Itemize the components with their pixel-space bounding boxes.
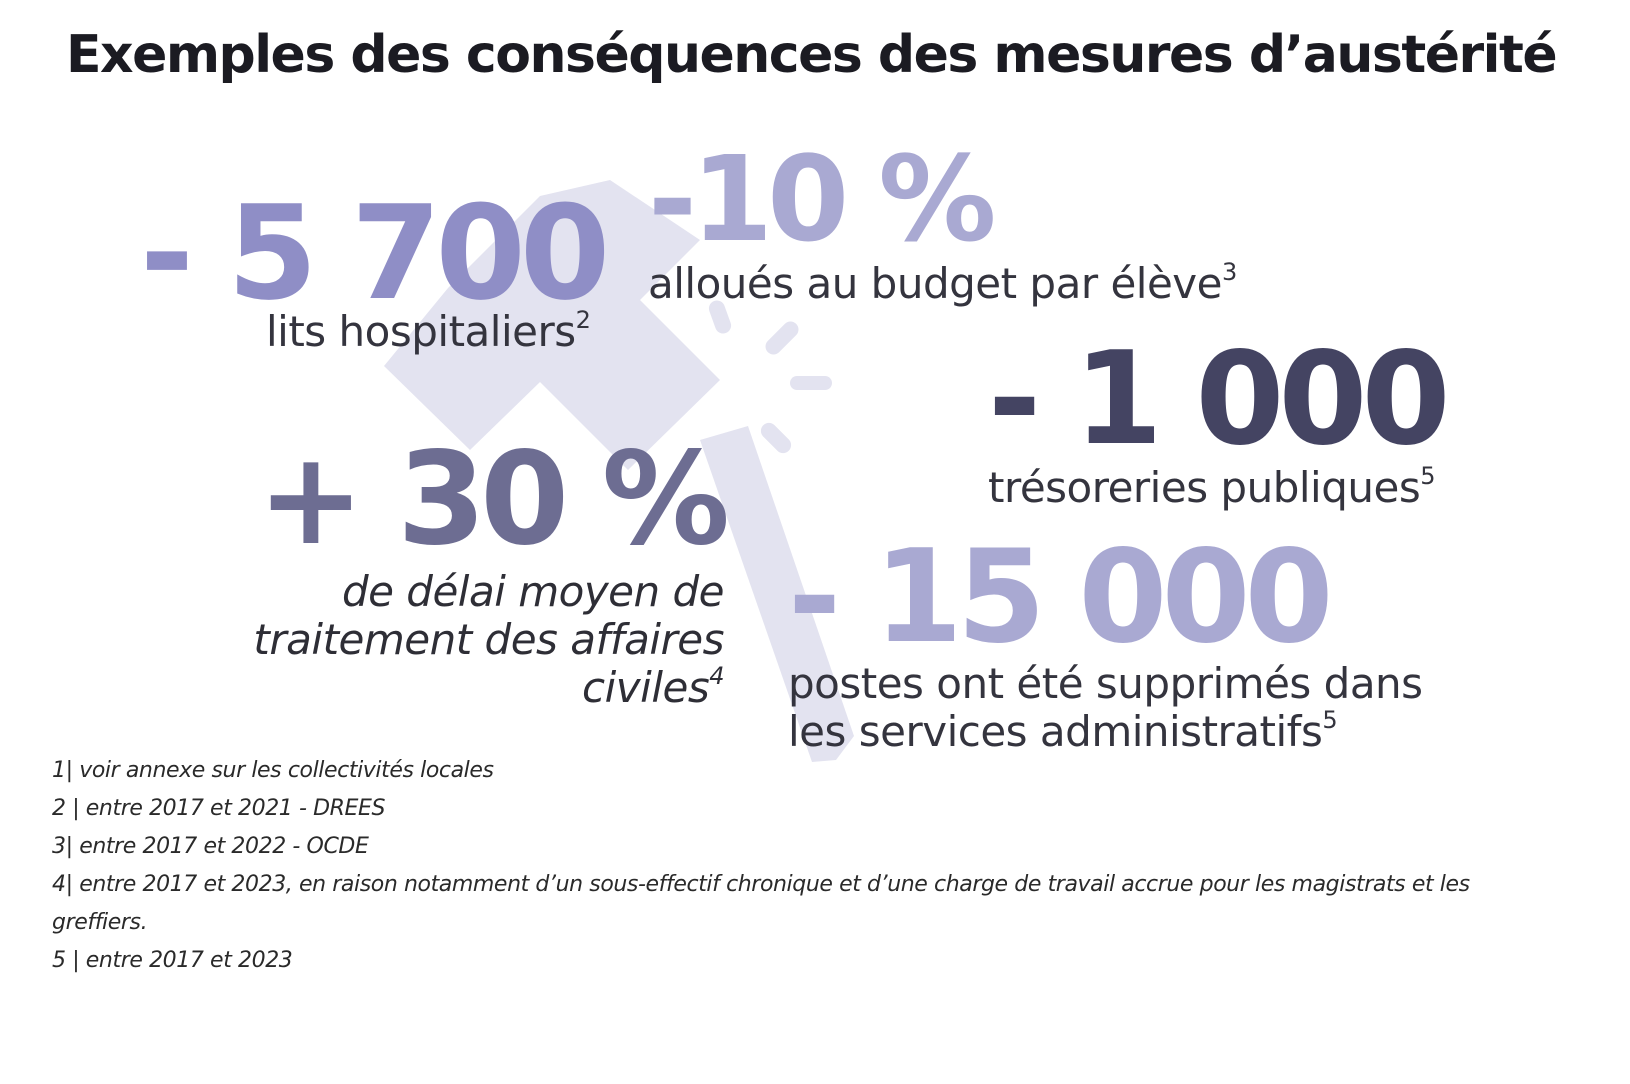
stat-label: trésoreries publiques5 (988, 462, 1435, 512)
footnote-ref: 3 (1222, 258, 1237, 286)
footnote-4: 4| entre 2017 et 2023, en raison notamme… (52, 872, 1470, 935)
stat-label: lits hospitaliers2 (266, 306, 591, 356)
stat-admin-posts: - 15 000 postes ont été supprimés dans l… (788, 534, 1423, 756)
stat-public-treasuries: - 1 000 trésoreries publiques5 (988, 325, 1450, 512)
stat-value: - 5 700 (140, 177, 610, 329)
footnote-ref: 5 (1322, 706, 1338, 734)
footnote-ref: 4 (709, 662, 724, 690)
stat-label: postes ont été supprimés dans les servic… (788, 659, 1423, 756)
footnote-5: 5 | entre 2017 et 2023 (52, 948, 293, 973)
footnote-3: 3| entre 2017 et 2022 - OCDE (52, 834, 369, 859)
stat-value: + 30 % (257, 425, 730, 574)
stat-value: - 1 000 (988, 325, 1450, 474)
stat-budget-per-pupil: -10 % alloués au budget par élève3 (648, 140, 1237, 308)
stat-hospital-beds: - 5 700 lits hospitaliers2 (140, 177, 610, 356)
stat-label: alloués au budget par élève3 (648, 258, 1237, 308)
footnote-ref: 2 (575, 306, 591, 334)
footnote-ref: 5 (1420, 462, 1435, 490)
footnote-1: 1| voir annexe sur les collectivités loc… (52, 758, 494, 783)
footnotes: 1| voir annexe sur les collectivités loc… (52, 752, 1552, 980)
stat-civil-case-delay: + 30 % de délai moyen de traitement des … (220, 425, 730, 712)
stat-value: - 15 000 (788, 523, 1334, 672)
stat-label: de délai moyen de traitement des affaire… (253, 567, 724, 712)
stat-value: -10 % (648, 130, 996, 268)
page-title: Exemples des conséquences des mesures d’… (66, 25, 1558, 85)
footnote-2: 2 | entre 2017 et 2021 - DREES (52, 796, 386, 821)
